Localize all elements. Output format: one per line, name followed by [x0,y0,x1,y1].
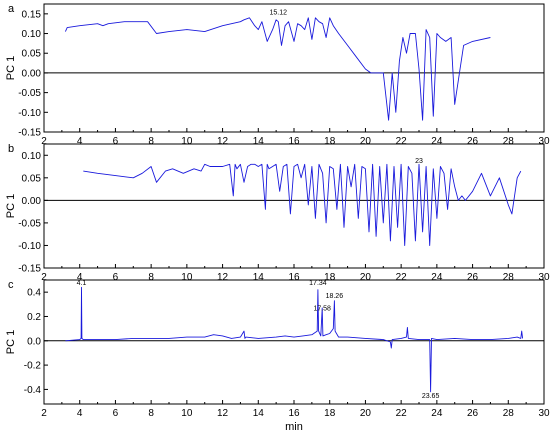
y-tick-label: -0.10 [18,241,41,252]
series-line [83,163,522,246]
y-axis-label: PC 1 [5,56,17,80]
x-tick-label: 6 [113,408,119,419]
series-line [65,286,524,393]
peak-annotation: 18.26 [326,293,344,300]
plot-frame [43,143,545,269]
peak-annotation: 23.65 [422,393,440,400]
x-tick-label: 22 [396,408,408,419]
panel-letter: a [8,3,15,15]
y-tick-label: 0.05 [22,173,42,184]
x-tick-label: 20 [360,136,372,147]
series-line [64,17,491,121]
panel-letter: b [8,143,14,155]
x-tick-label: 18 [324,136,336,147]
panel-b: 2 4 6 8 10 12 14 16 18 20 22 24 26 28 300.100.050.00-0… [5,143,550,283]
x-tick-label: 8 [148,136,154,147]
x-axis-label: min [285,421,303,430]
y-tick-label: -0.15 [18,128,41,139]
x-tick-label: 24 [431,408,443,419]
x-tick-label: 2 [41,136,47,147]
peak-annotation: 17.34 [309,280,327,287]
x-tick-label: 26 [467,272,479,283]
y-tick-label: 0.10 [22,29,42,40]
y-axis-label: PC 1 [5,330,17,354]
panel-a: 2 4 6 8 10 12 14 16 18 20 22 24 26 28 300.150.100.050.… [5,3,550,147]
plot-frame [43,3,545,133]
y-tick-label: -0.15 [18,264,41,275]
y-tick-label: 0.4 [27,288,41,299]
y-tick-label: 0.15 [22,9,42,20]
x-tick-label: 20 [360,408,372,419]
x-tick-label: 28 [503,408,515,419]
x-tick-label: 28 [503,272,515,283]
x-tick-label: 20 [360,272,372,283]
x-tick-label: 14 [253,408,265,419]
y-tick-label: -0.10 [18,108,41,119]
peak-annotation: 4.1 [77,280,87,287]
x-tick-label: 26 [467,136,479,147]
x-tick-label: 2 [41,408,47,419]
y-tick-label: 0.05 [22,49,42,60]
y-tick-label: 0.00 [22,196,42,207]
x-tick-label: 10 [181,408,193,419]
y-tick-label: 0.0 [27,336,41,347]
x-tick-label: 4 [77,272,83,283]
x-tick-label: 16 [288,408,300,419]
x-tick-label: 22 [396,272,408,283]
x-tick-label: 10 [181,272,193,283]
y-tick-label: -0.4 [24,385,42,396]
plot-frame [43,279,545,405]
x-tick-label: 12 [217,272,229,283]
y-tick-label: 0.10 [22,151,42,162]
panel-c: 2 4 6 8 10 12 14 16 18 20 22 24 26 28 300.40.20.0-0.2-… [5,279,550,430]
x-tick-label: 10 [181,136,193,147]
y-tick-label: 0.00 [22,68,42,79]
x-tick-label: 6 [113,272,119,283]
x-tick-label: 30 [538,408,550,419]
x-tick-label: 14 [253,272,265,283]
x-tick-label: 24 [431,272,443,283]
y-tick-label: 0.2 [27,312,41,323]
x-tick-label: 12 [217,408,229,419]
x-tick-label: 26 [467,408,479,419]
panel-letter: c [8,279,14,291]
x-tick-label: 8 [148,408,154,419]
y-axis-label: PC 1 [5,194,17,218]
x-tick-label: 22 [396,136,408,147]
x-tick-label: 8 [148,272,154,283]
x-tick-label: 6 [113,136,119,147]
y-tick-label: -0.05 [18,218,41,229]
x-tick-label: 30 [538,136,550,147]
peak-annotation: 23 [415,158,423,165]
x-tick-label: 4 [77,136,83,147]
x-tick-label: 24 [431,136,443,147]
x-tick-label: 28 [503,136,515,147]
x-tick-label: 4 [77,408,83,419]
x-tick-label: 14 [253,136,265,147]
x-tick-label: 18 [324,408,336,419]
y-tick-label: -0.2 [24,361,42,372]
x-tick-label: 2 [41,272,47,283]
y-tick-label: -0.05 [18,88,41,99]
x-tick-label: 30 [538,272,550,283]
peak-annotation: 17.58 [313,305,331,312]
x-tick-label: 16 [288,136,300,147]
x-tick-label: 12 [217,136,229,147]
x-tick-label: 16 [288,272,300,283]
x-tick-label: 18 [324,272,336,283]
peak-annotation: 15.12 [270,10,288,17]
